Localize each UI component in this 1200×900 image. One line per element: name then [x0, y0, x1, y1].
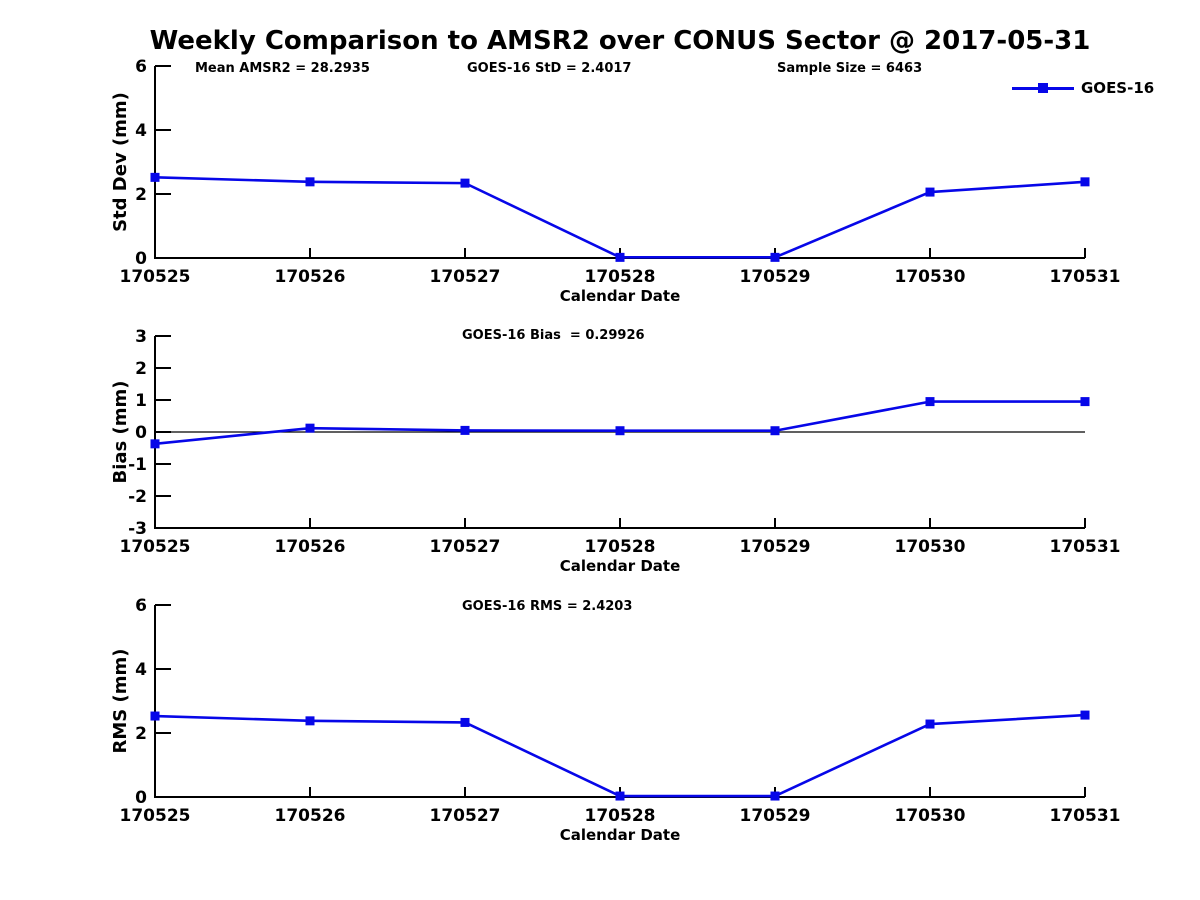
data-point-marker	[770, 252, 780, 262]
legend-square-marker-icon	[1038, 83, 1048, 93]
x-tick-label: 170530	[895, 806, 966, 826]
x-tick-label: 170527	[430, 806, 501, 826]
axis-frame	[154, 66, 1085, 259]
x-tick-label: 170529	[740, 537, 811, 557]
legend-swatch	[1012, 80, 1074, 96]
series-line-goes-16	[154, 713, 1086, 798]
x-tick-label: 170526	[275, 806, 346, 826]
x-tick-label: 170529	[740, 267, 811, 287]
x-tick-label: 170527	[430, 267, 501, 287]
data-point-marker	[615, 426, 625, 436]
x-tick-label: 170531	[1050, 267, 1121, 287]
data-point-marker	[770, 791, 780, 801]
y-tick-label: 0	[135, 788, 147, 808]
y-tick-label: 2	[135, 359, 147, 379]
y-tick-label: 0	[135, 423, 147, 443]
bias-x-axis-title: Calendar Date	[559, 557, 681, 575]
data-point-marker	[1080, 177, 1090, 187]
x-tick-label: 170530	[895, 267, 966, 287]
x-tick-label: 170527	[430, 537, 501, 557]
stddev-x-axis-title: Calendar Date	[559, 287, 681, 305]
data-point-marker	[615, 791, 625, 801]
y-tick-label: 2	[135, 185, 147, 205]
data-point-marker	[305, 177, 315, 187]
x-tick-label: 170528	[585, 806, 656, 826]
chart-panel-bias-mm: -3 -2 -1 0 1 2 3 170525 170526 170527 170528 170529…	[120, 327, 1121, 557]
y-tick-label: -3	[128, 519, 147, 539]
y-tick-label: 4	[135, 121, 147, 141]
stddev-y-axis-title: Std Dev (mm)	[110, 92, 131, 232]
x-tick-label: 170531	[1050, 806, 1121, 826]
stat-sample-size: Sample Size = 6463	[777, 61, 923, 76]
data-point-marker	[460, 425, 470, 435]
y-tick-label: 4	[135, 660, 147, 680]
data-point-marker	[925, 187, 935, 197]
figure-title: Weekly Comparison to AMSR2 over CONUS Se…	[149, 26, 1091, 56]
legend-series-label: GOES-16	[1081, 79, 1155, 97]
y-tick-label: 1	[135, 391, 147, 411]
x-tick-label: 170525	[120, 267, 191, 287]
y-tick-label: 2	[135, 724, 147, 744]
stat-mean-amsr2: Mean AMSR2 = 28.2935	[195, 61, 370, 76]
data-point-marker	[1080, 710, 1090, 720]
y-tick-label: 3	[135, 327, 147, 347]
chart-panel-std-dev-mm: 0 2 4 6 170525 170526 170527 170528 170529 170530…	[120, 57, 1121, 287]
rms-y-axis-title: RMS (mm)	[110, 648, 131, 754]
chart-panel-rms-mm: 0 2 4 6 170525 170526 170527 170528 170529 170530…	[120, 596, 1121, 826]
rms-annotation: GOES-16 RMS = 2.4203	[462, 599, 633, 614]
series-line-goes-16	[154, 176, 1086, 259]
x-tick-label: 170525	[120, 806, 191, 826]
data-point-marker	[1080, 397, 1090, 407]
y-tick-label: -1	[128, 455, 147, 475]
x-tick-label: 170531	[1050, 537, 1121, 557]
data-point-marker	[150, 172, 160, 182]
y-tick-label: 6	[135, 596, 147, 616]
rms-x-axis-title: Calendar Date	[559, 826, 681, 844]
y-tick-label: 6	[135, 57, 147, 77]
bias-y-axis-title: Bias (mm)	[110, 380, 131, 484]
x-tick-label: 170525	[120, 537, 191, 557]
data-point-marker	[460, 717, 470, 727]
data-point-marker	[925, 719, 935, 729]
y-tick-label: 0	[135, 249, 147, 269]
bias-annotation: GOES-16 Bias = 0.29926	[462, 328, 645, 343]
data-point-marker	[150, 711, 160, 721]
x-tick-label: 170529	[740, 806, 811, 826]
series-line-goes-16	[154, 400, 1085, 446]
x-tick-label: 170526	[275, 267, 346, 287]
stat-goes16-std: GOES-16 StD = 2.4017	[467, 61, 632, 76]
data-point-marker	[925, 397, 935, 407]
data-point-marker	[150, 439, 160, 449]
data-point-marker	[770, 426, 780, 436]
data-point-marker	[460, 178, 470, 188]
legend: GOES-16	[1012, 80, 1154, 96]
x-tick-label: 170528	[585, 537, 656, 557]
data-point-marker	[305, 716, 315, 726]
data-point-marker	[305, 423, 315, 433]
x-tick-label: 170528	[585, 267, 656, 287]
y-tick-label: -2	[128, 487, 147, 507]
x-tick-label: 170530	[895, 537, 966, 557]
x-tick-label: 170526	[275, 537, 346, 557]
data-point-marker	[615, 252, 625, 262]
axis-frame	[154, 605, 1085, 798]
